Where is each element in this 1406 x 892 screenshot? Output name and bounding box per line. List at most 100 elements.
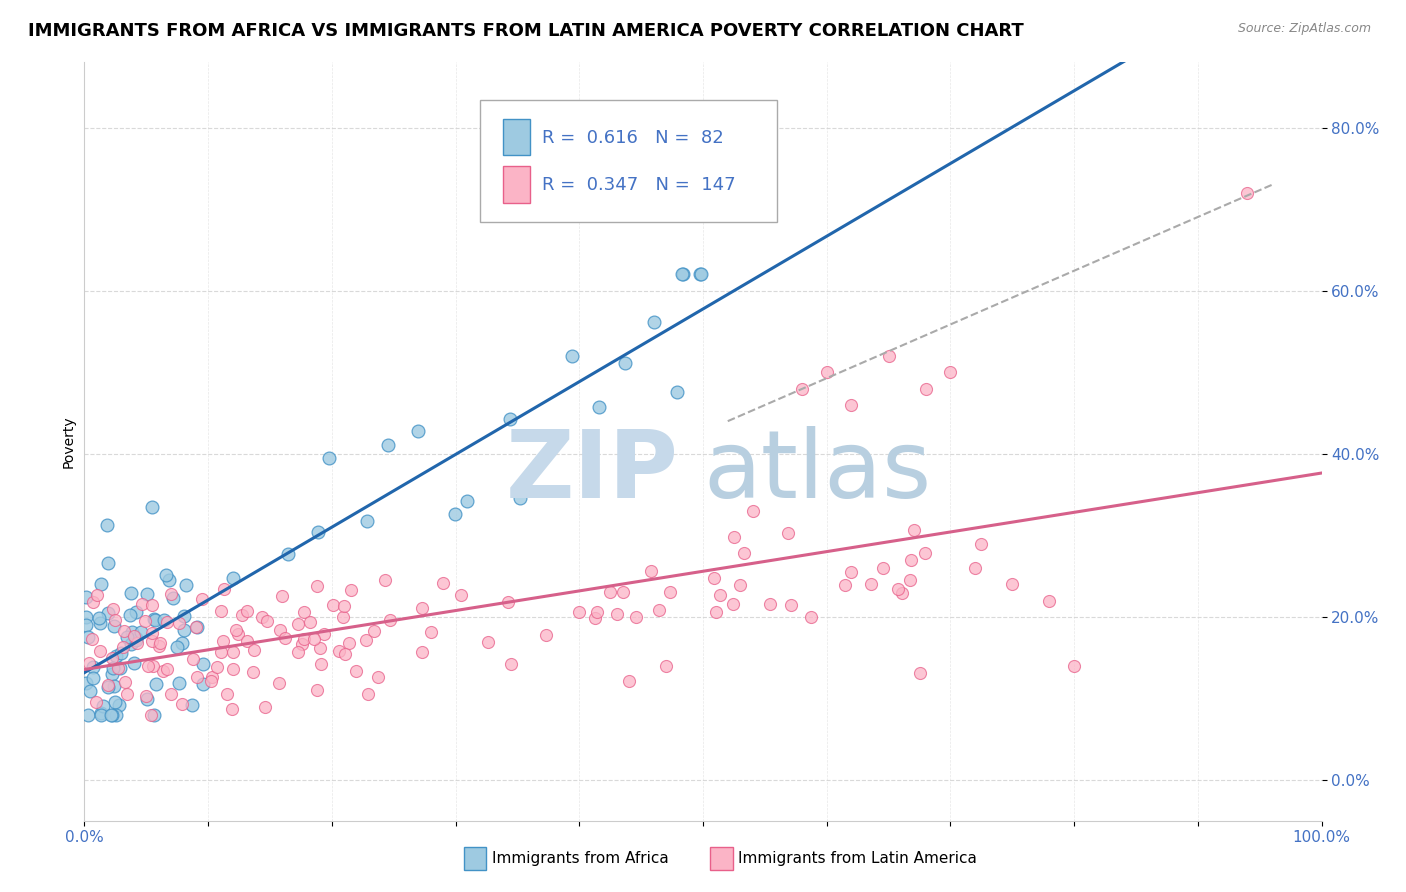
- Point: [270, 589, 292, 603]
- Point: [139, 707, 162, 722]
- Point: [159, 573, 181, 587]
- Y-axis label: Poverty: Poverty: [62, 416, 76, 467]
- Point: [209, 604, 232, 618]
- Point: [655, 659, 678, 673]
- Point: [75, 609, 97, 624]
- Point: [456, 494, 478, 508]
- Point: [312, 627, 335, 641]
- Point: [191, 677, 214, 691]
- Point: [105, 707, 128, 722]
- Point: [143, 612, 166, 626]
- Point: [721, 597, 744, 611]
- Point: [834, 578, 856, 592]
- Point: [432, 576, 454, 591]
- Point: [728, 578, 751, 592]
- Text: atlas: atlas: [703, 425, 931, 518]
- Point: [377, 438, 399, 452]
- Point: [256, 614, 278, 628]
- Point: [583, 610, 606, 624]
- Point: [333, 647, 356, 661]
- Point: [135, 690, 157, 704]
- Point: [82, 660, 104, 674]
- Text: Immigrants from Latin America: Immigrants from Latin America: [738, 852, 977, 866]
- Point: [131, 597, 153, 611]
- Point: [225, 624, 247, 638]
- Point: [159, 687, 181, 701]
- Point: [643, 315, 665, 329]
- Point: [76, 630, 98, 644]
- Point: [131, 624, 153, 639]
- Point: [1236, 186, 1258, 200]
- Point: [659, 584, 682, 599]
- Point: [124, 656, 146, 670]
- Point: [75, 591, 97, 605]
- Point: [174, 578, 197, 592]
- Point: [672, 268, 695, 282]
- Point: [186, 669, 208, 683]
- Text: R =  0.347   N =  147: R = 0.347 N = 147: [543, 177, 735, 194]
- Point: [287, 645, 309, 659]
- Point: [411, 600, 433, 615]
- Point: [790, 382, 813, 396]
- Point: [112, 624, 135, 639]
- Point: [568, 605, 591, 619]
- Point: [939, 365, 962, 379]
- Point: [181, 698, 204, 713]
- Point: [588, 400, 610, 414]
- Point: [498, 594, 520, 608]
- Point: [153, 613, 176, 627]
- Point: [841, 398, 863, 412]
- Point: [96, 606, 118, 620]
- Point: [191, 657, 214, 671]
- Point: [149, 636, 172, 650]
- Point: [173, 623, 195, 637]
- Point: [723, 530, 745, 544]
- Point: [152, 664, 174, 678]
- Point: [354, 632, 377, 647]
- Point: [201, 670, 224, 684]
- Point: [1063, 658, 1085, 673]
- FancyBboxPatch shape: [481, 100, 778, 221]
- Point: [89, 611, 111, 625]
- Point: [815, 365, 838, 379]
- Point: [759, 597, 782, 611]
- Point: [903, 523, 925, 537]
- Point: [184, 620, 207, 634]
- Point: [104, 613, 127, 627]
- Point: [586, 605, 609, 619]
- Point: [93, 698, 115, 713]
- Point: [648, 603, 671, 617]
- Point: [142, 659, 165, 673]
- Point: [145, 677, 167, 691]
- Point: [242, 665, 264, 679]
- Point: [328, 644, 350, 658]
- Point: [162, 591, 184, 605]
- Point: [420, 624, 443, 639]
- Point: [671, 268, 693, 282]
- Point: [104, 695, 127, 709]
- Point: [222, 662, 245, 676]
- Point: [212, 634, 235, 648]
- Point: [75, 676, 97, 690]
- Point: [292, 632, 315, 647]
- Point: [877, 349, 900, 363]
- Point: [125, 632, 148, 646]
- Point: [120, 637, 142, 651]
- Point: [200, 673, 222, 688]
- Point: [142, 707, 165, 722]
- Point: [172, 636, 194, 650]
- Point: [309, 640, 332, 655]
- Point: [141, 633, 163, 648]
- Point: [965, 561, 987, 575]
- Point: [217, 687, 239, 701]
- Point: [898, 573, 921, 587]
- Point: [477, 635, 499, 649]
- Point: [274, 631, 297, 645]
- Point: [125, 636, 148, 650]
- Point: [302, 632, 325, 646]
- Point: [536, 628, 558, 642]
- Point: [122, 629, 145, 643]
- Point: [97, 680, 120, 694]
- Point: [703, 571, 725, 585]
- Point: [160, 587, 183, 601]
